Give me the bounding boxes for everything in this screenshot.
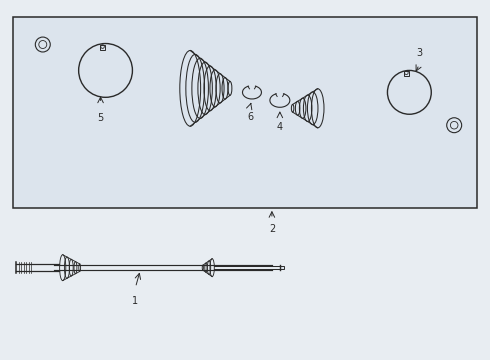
Text: 1: 1 — [132, 296, 139, 306]
Bar — [404, 71, 409, 76]
Text: 2: 2 — [269, 224, 275, 234]
Text: 5: 5 — [98, 113, 104, 123]
Text: 3: 3 — [416, 49, 422, 58]
Bar — [100, 45, 105, 50]
Bar — [280, 266, 284, 269]
Text: 4: 4 — [277, 122, 283, 132]
Text: 6: 6 — [247, 112, 253, 122]
FancyBboxPatch shape — [13, 17, 477, 208]
